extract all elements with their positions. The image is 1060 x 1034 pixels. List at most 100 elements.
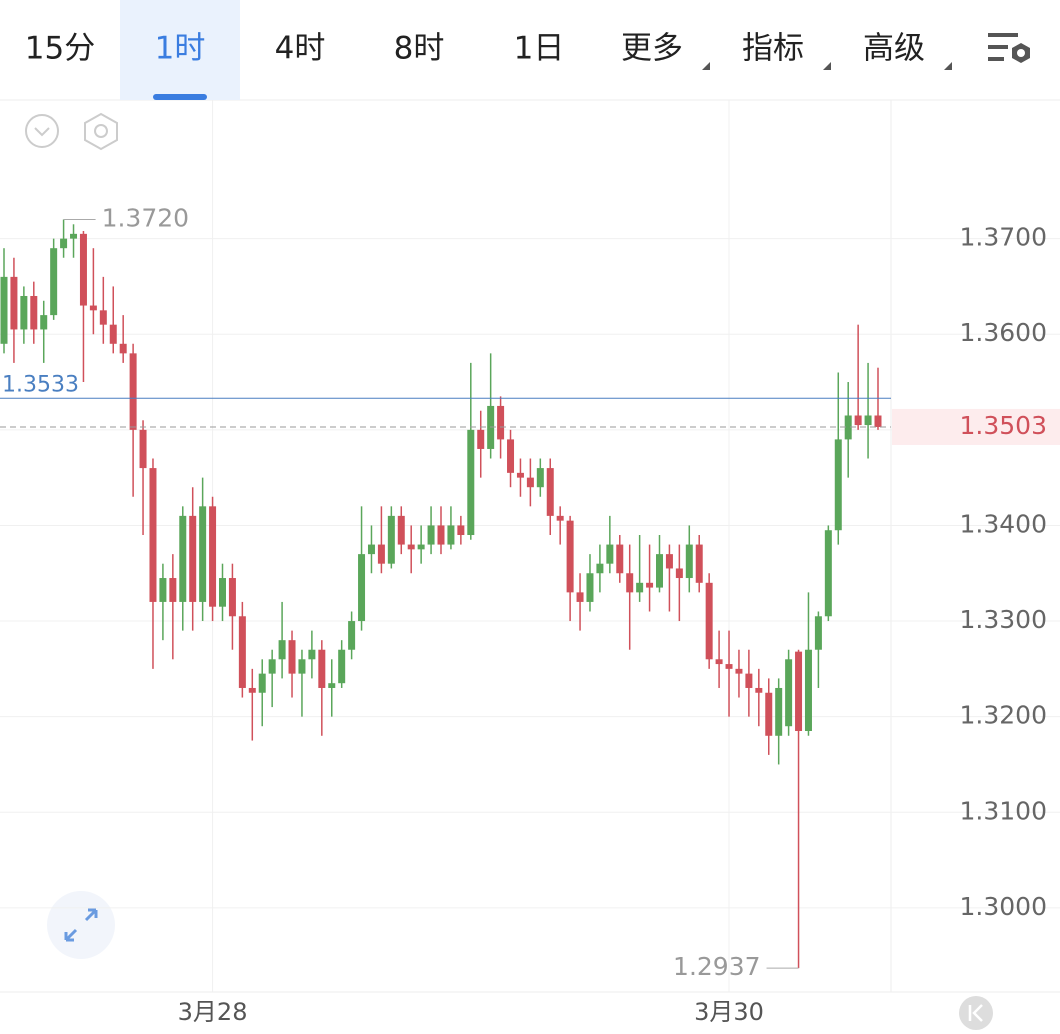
tab[interactable]: 1时 (155, 31, 206, 67)
candle-body (40, 315, 48, 330)
candle-body (705, 582, 713, 660)
candle-body (646, 582, 654, 588)
candle-body (387, 515, 395, 564)
last-price-tag (892, 408, 1060, 445)
candle-body (228, 578, 236, 617)
candle-body (785, 659, 793, 727)
candle-body (377, 544, 385, 564)
candle-body (566, 520, 574, 593)
tab[interactable]: 1日 (514, 31, 565, 67)
candle-body (556, 515, 564, 521)
candle-body (516, 472, 524, 478)
tab[interactable]: 4时 (275, 31, 326, 67)
candle-body (10, 276, 18, 330)
candle-body (367, 544, 375, 555)
toolbar-icons[interactable] (25, 112, 118, 151)
candle-body (834, 439, 842, 531)
candle-body (258, 673, 266, 693)
candle-body (447, 525, 455, 545)
candle-body (20, 295, 28, 330)
candle-body (477, 429, 485, 449)
expand-button[interactable] (47, 891, 115, 959)
candle-body (209, 506, 217, 607)
candle-body (665, 554, 673, 569)
candle-body (755, 687, 763, 693)
candle-body (397, 515, 405, 545)
candle-body (0, 276, 8, 344)
candle-body (278, 640, 286, 660)
candle-body (695, 544, 703, 583)
candle-body (328, 683, 336, 688)
candle-body (824, 530, 832, 617)
candle-body (586, 573, 594, 602)
candle-body (715, 659, 723, 665)
candle-body (308, 649, 316, 660)
candle-body (427, 525, 435, 545)
candle-body (417, 544, 425, 550)
tab[interactable]: 高级 (863, 31, 925, 67)
candle-body (576, 592, 584, 602)
candle-body (169, 578, 177, 602)
tab[interactable]: 15分 (25, 31, 95, 67)
tab[interactable]: 指标 (742, 31, 804, 67)
candle-body (606, 544, 614, 564)
tab[interactable]: 更多 (621, 31, 683, 67)
candle-body (507, 439, 515, 473)
candle-body (318, 649, 326, 688)
candle-body (546, 468, 554, 516)
candle-body (497, 405, 505, 440)
y-tick-label: 1.3200 (960, 701, 1047, 730)
dropdown-caret (702, 62, 710, 70)
candle-body (814, 616, 822, 650)
last-price-label: 1.3503 (960, 411, 1047, 440)
settings-icon[interactable] (988, 33, 1030, 63)
candle-body (725, 664, 733, 669)
candle-body (804, 649, 812, 731)
candle-body (179, 515, 187, 602)
active-tab-bg (120, 0, 240, 100)
y-tick-label: 1.3000 (960, 892, 1047, 921)
candle-body (199, 506, 207, 602)
candle-body (348, 621, 356, 650)
candle-body (536, 468, 544, 488)
candle-body (149, 468, 157, 602)
x-tick-label: 3月28 (178, 998, 248, 1026)
active-tab-indicator (153, 94, 207, 100)
candle-body (437, 525, 445, 545)
candle-body (268, 659, 276, 674)
candle-body (685, 544, 693, 579)
scroll-end-button[interactable] (959, 996, 993, 1030)
candle-body (79, 233, 87, 306)
candle-body (109, 324, 117, 344)
candle-body (219, 578, 226, 607)
candle-body (70, 233, 78, 239)
candle-body (457, 525, 465, 536)
candle-body (288, 640, 296, 674)
candle-body (735, 668, 743, 674)
candle-body (526, 477, 534, 488)
candle-body (636, 582, 644, 593)
tab[interactable]: 8时 (394, 31, 445, 67)
candle-body (616, 544, 624, 574)
candle-body (298, 659, 306, 674)
candle-body (407, 544, 415, 550)
candle-body (338, 649, 346, 684)
candle-body (745, 673, 753, 688)
candle-body (795, 651, 803, 731)
candle-body (189, 515, 197, 602)
y-tick-label: 1.3400 (960, 509, 1047, 538)
candle-body (358, 554, 366, 622)
candle-body (159, 578, 167, 602)
candle-body (765, 692, 773, 736)
min-label: 1.2937 (673, 952, 760, 981)
candle-body (129, 353, 137, 430)
candle-body (874, 415, 882, 427)
candle-body (626, 573, 634, 593)
max-label: 1.3720 (102, 204, 189, 233)
candle-body (99, 310, 107, 325)
candle-body (139, 429, 147, 469)
price-line-label: 1.3533 (2, 372, 79, 397)
candle-body (30, 295, 38, 330)
candle-body (864, 415, 872, 426)
y-tick-label: 1.3300 (960, 605, 1047, 634)
